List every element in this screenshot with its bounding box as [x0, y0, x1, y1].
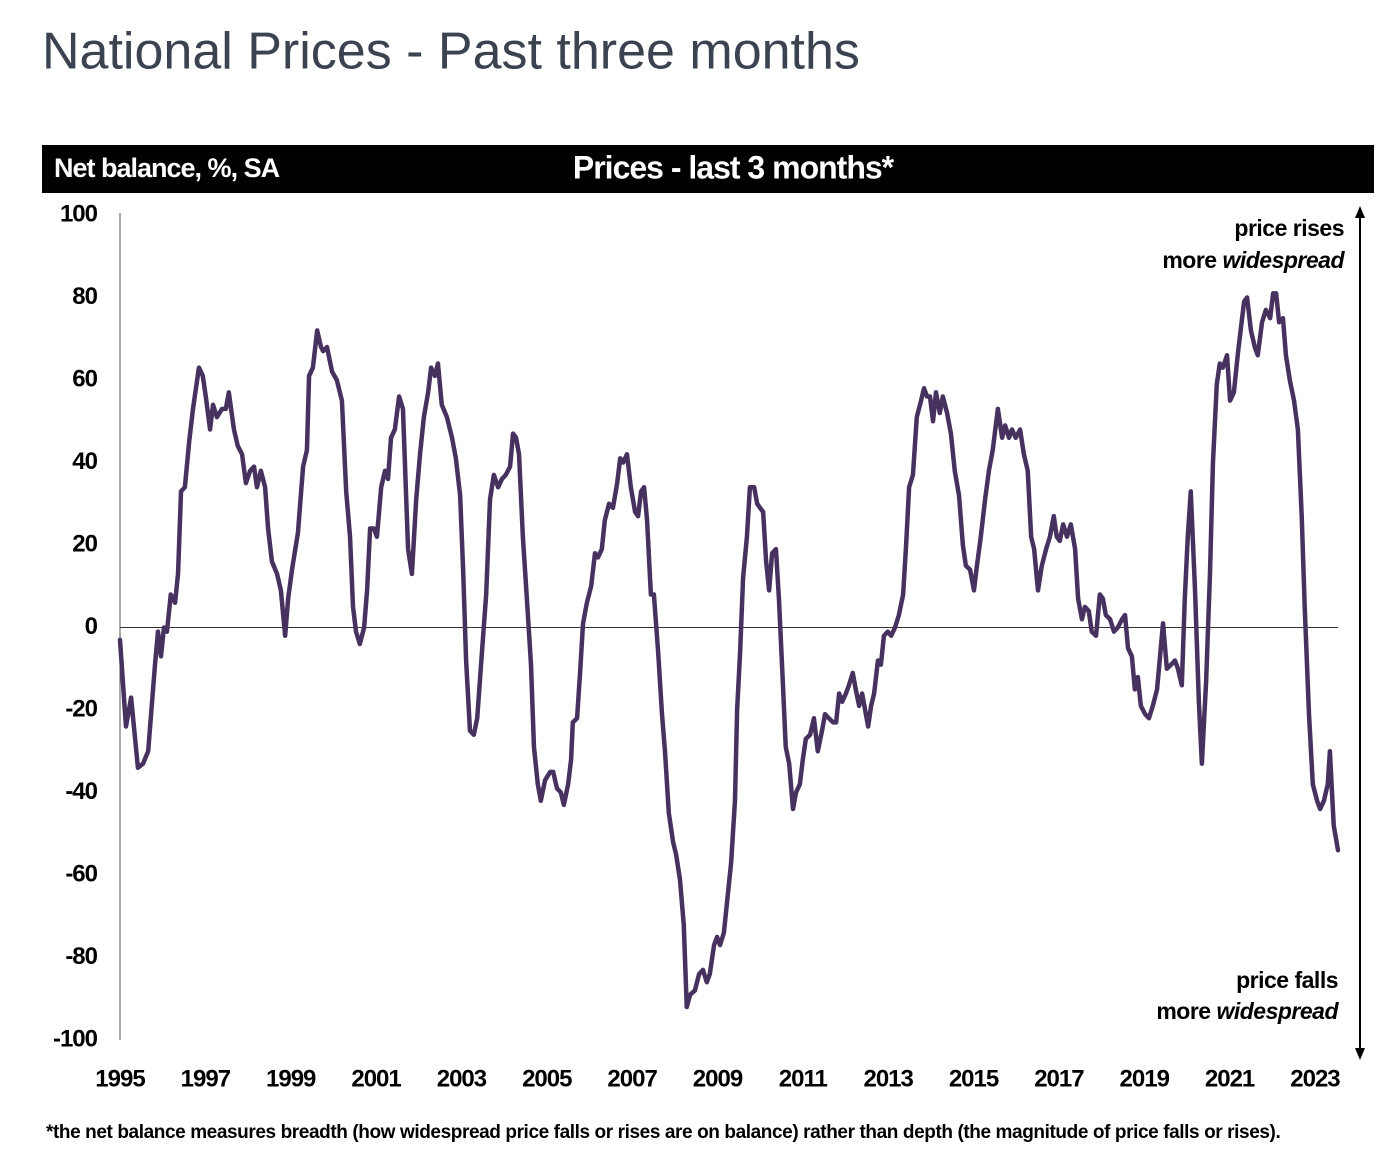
y-tick-label: -60 — [65, 860, 97, 887]
x-tick-label: 2017 — [1034, 1065, 1084, 1092]
x-tick-label: 1997 — [181, 1065, 231, 1092]
y-tick-label: -80 — [65, 943, 97, 970]
x-tick-label: 1995 — [95, 1065, 145, 1092]
y-tick-label: 60 — [72, 365, 97, 392]
arrow-head-up — [1355, 206, 1365, 218]
y-tick-label: 80 — [72, 283, 97, 310]
x-tick-label: 2011 — [779, 1065, 828, 1092]
annotation: more — [1162, 247, 1216, 273]
y-tick-label: -40 — [65, 778, 97, 805]
annotation: more — [1156, 998, 1210, 1024]
x-tick-label: 2003 — [437, 1065, 487, 1092]
y-tick-label: 20 — [72, 530, 97, 557]
y-tick-label: 0 — [85, 613, 98, 640]
x-tick-label: 2001 — [351, 1065, 401, 1092]
y-tick-label: -100 — [53, 1025, 98, 1052]
annotation-emphasis: widespread — [1222, 247, 1345, 273]
y-tick-label: 40 — [72, 448, 97, 475]
annotation: price falls — [1236, 967, 1338, 993]
y-tick-label: -20 — [65, 695, 97, 722]
arrow-head-down — [1355, 1048, 1365, 1060]
x-tick-label: 2013 — [863, 1065, 913, 1092]
x-tick-label: 2019 — [1120, 1065, 1170, 1092]
annotation: more widespread — [1162, 247, 1345, 273]
data-line — [117, 291, 1341, 1010]
y-tick-label: 100 — [60, 200, 98, 227]
x-tick-label: 1999 — [266, 1065, 316, 1092]
annotation: more widespread — [1156, 998, 1339, 1024]
x-tick-label: 2007 — [607, 1065, 657, 1092]
chart-title: National Prices - Past three months — [42, 23, 860, 81]
x-tick-label: 2015 — [949, 1065, 999, 1092]
annotation-emphasis: widespread — [1216, 998, 1339, 1024]
x-tick-label: 2009 — [693, 1065, 743, 1092]
header-bar — [42, 145, 1374, 193]
x-tick-label: 2005 — [522, 1065, 572, 1092]
x-tick-label: 2021 — [1205, 1065, 1255, 1092]
y-axis-label: Net balance, %, SA — [54, 153, 280, 183]
chart-subtitle: Prices - last 3 months* — [573, 149, 895, 185]
footnote: *the net balance measures breadth (how w… — [46, 1122, 1280, 1143]
x-tick-label: 2023 — [1290, 1065, 1340, 1092]
annotation: price rises — [1234, 215, 1344, 241]
